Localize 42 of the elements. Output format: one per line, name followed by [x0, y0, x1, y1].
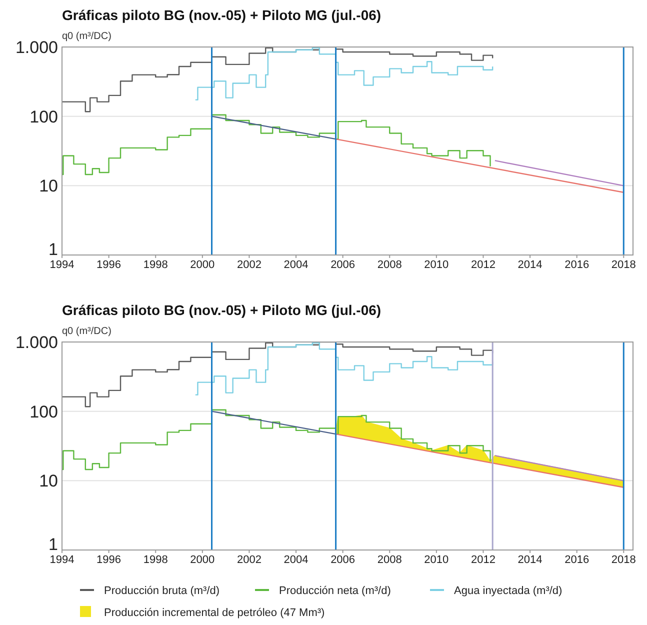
y-tick-label: 100	[30, 402, 58, 422]
x-tick-label: 2000	[190, 554, 215, 566]
x-tick-label: 2004	[284, 259, 308, 271]
y-axis-title: q0 (m³/DC)	[62, 326, 112, 337]
y-tick-label: 10	[39, 472, 58, 491]
legend-label: Producción neta (m³/d)	[279, 585, 391, 597]
y-tick-label: 1	[48, 535, 58, 554]
x-tick-label: 1998	[143, 259, 168, 271]
y-tick-label: 10	[39, 176, 58, 196]
x-tick-label: 2000	[190, 259, 215, 271]
y-axis-title: q0 (m³/DC)	[62, 31, 112, 42]
x-tick-label: 2014	[518, 554, 542, 566]
x-tick-label: 2008	[377, 554, 402, 566]
x-tick-label: 2014	[518, 259, 542, 271]
x-tick-label: 2006	[330, 259, 356, 271]
y-tick-label: 1.000	[15, 38, 58, 57]
x-tick-label: 1994	[50, 259, 74, 271]
x-tick-label: 2006	[330, 554, 356, 566]
x-tick-label: 2012	[470, 554, 496, 566]
x-tick-label: 1996	[96, 554, 122, 566]
chart-title: Gráficas piloto BG (nov.-05) + Piloto MG (jul.-06)	[62, 7, 382, 23]
chart-title: Gráficas piloto BG (nov.-05) + Piloto MG (jul.-06)	[62, 302, 382, 318]
x-tick-label: 2016	[564, 259, 590, 271]
x-tick-label: 2004	[284, 554, 308, 566]
x-tick-label: 2018	[611, 554, 636, 566]
x-tick-label: 1998	[143, 554, 168, 566]
x-tick-label: 2002	[236, 554, 262, 566]
legend-label: Producción incremental de petróleo (47 Mm³)	[104, 607, 325, 619]
y-tick-label: 100	[30, 107, 58, 126]
x-tick-label: 1996	[96, 259, 122, 271]
legend-label: Producción bruta (m³/d)	[104, 585, 220, 597]
x-tick-label: 1994	[50, 554, 74, 566]
x-tick-label: 2012	[470, 259, 496, 271]
legend-label: Agua inyectada (m³/d)	[454, 585, 562, 597]
x-tick-label: 2018	[611, 259, 636, 271]
y-tick-label: 1	[48, 240, 58, 259]
x-tick-label: 2010	[424, 259, 449, 271]
x-tick-label: 2010	[424, 554, 449, 566]
x-tick-label: 2008	[377, 259, 402, 271]
y-tick-label: 1.000	[15, 333, 58, 352]
x-tick-label: 2002	[236, 259, 262, 271]
x-tick-label: 2016	[564, 554, 590, 566]
